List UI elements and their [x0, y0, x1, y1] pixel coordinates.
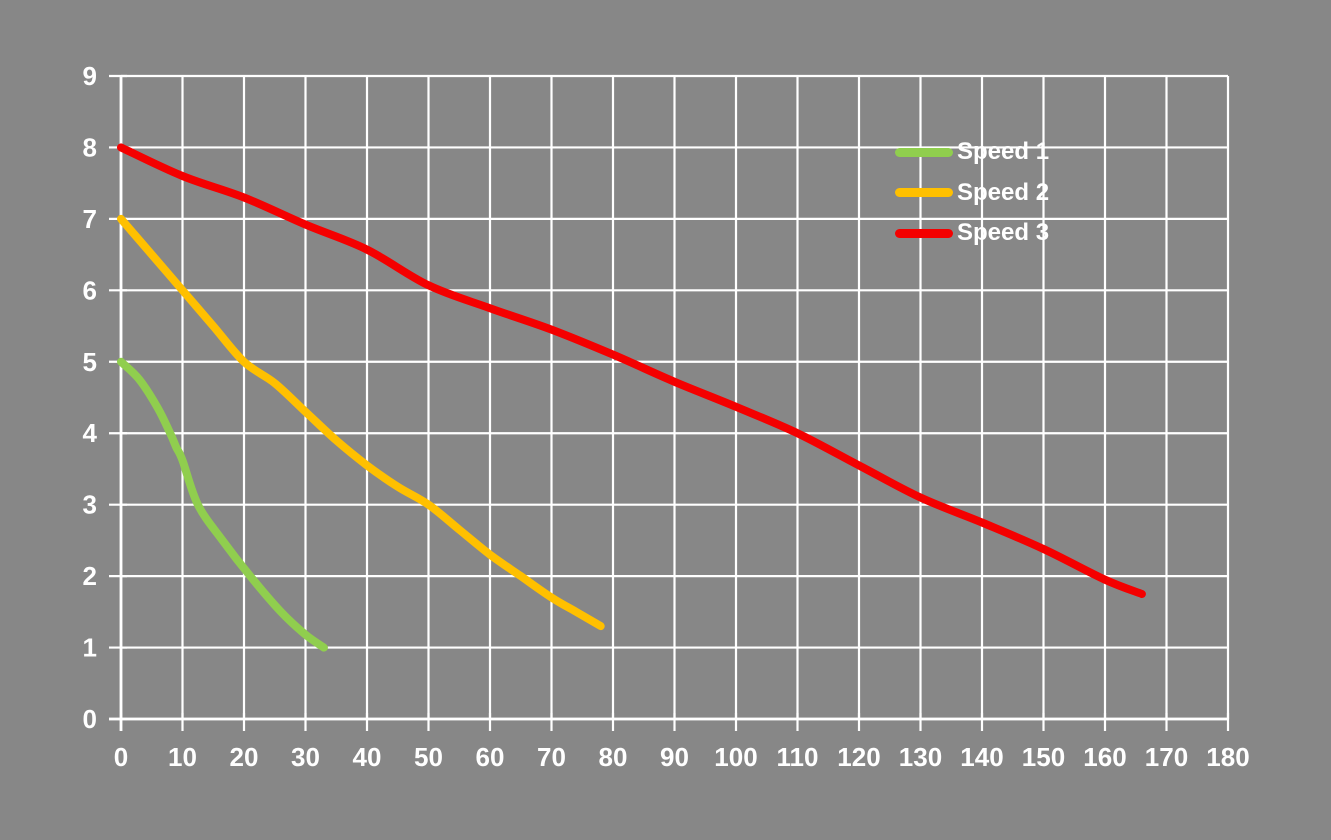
y-tick-label: 1: [83, 633, 97, 663]
x-tick-label: 180: [1206, 742, 1249, 772]
x-tick-label: 80: [599, 742, 628, 772]
y-tick-label: 0: [83, 704, 97, 734]
x-tick-label: 170: [1145, 742, 1188, 772]
x-tick-label: 130: [899, 742, 942, 772]
x-tick-label: 40: [353, 742, 382, 772]
x-tick-label: 100: [714, 742, 757, 772]
x-tick-label: 50: [414, 742, 443, 772]
y-tick-label: 9: [83, 61, 97, 91]
series-line-speed-2: [117, 214, 605, 631]
x-tick-label: 30: [291, 742, 320, 772]
axis-labels: 0 10 20 30 40 50 60 70 80 90 100 110 120 130 140 150 160…: [83, 61, 1250, 772]
gridlines: [119, 74, 1230, 721]
x-tick-label: 110: [777, 742, 819, 772]
x-tick-label: 0: [114, 742, 128, 772]
x-tick-label: 60: [476, 742, 505, 772]
y-tick-label: 7: [83, 204, 97, 234]
x-tick-label: 10: [168, 742, 197, 772]
y-tick-label: 8: [83, 132, 97, 162]
series-line-speed-1: [117, 357, 328, 652]
x-tick-label: 90: [660, 742, 689, 772]
y-tick-label: 2: [83, 561, 97, 591]
y-tick-label: 5: [83, 347, 97, 377]
x-tick-label: 140: [960, 742, 1003, 772]
series-line-speed-3: [117, 143, 1146, 598]
x-tick-label: 70: [537, 742, 566, 772]
tick-marks: [109, 74, 1230, 731]
x-tick-label: 20: [230, 742, 259, 772]
x-tick-label: 160: [1083, 742, 1126, 772]
y-tick-label: 3: [83, 490, 97, 520]
y-tick-label: 6: [83, 275, 97, 305]
x-tick-label: 120: [837, 742, 880, 772]
series-lines: [117, 143, 1146, 652]
y-tick-label: 4: [83, 418, 98, 448]
axes: [109, 76, 1228, 731]
x-tick-label: 150: [1022, 742, 1065, 772]
